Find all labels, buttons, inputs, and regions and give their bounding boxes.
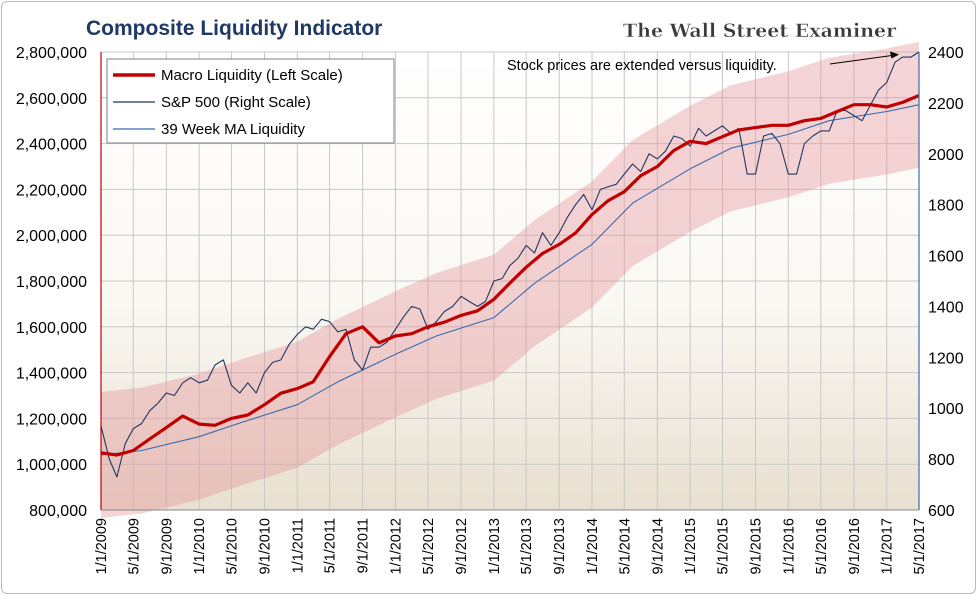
legend-label-39wk-ma: 39 Week MA Liquidity <box>161 121 305 138</box>
x-tick-label: 9/1/2011 <box>356 518 372 573</box>
x-tick-label: 1/1/2016 <box>781 518 797 574</box>
left-tick-label: 2,400,000 <box>16 137 87 154</box>
right-tick-label: 1600 <box>928 249 964 266</box>
x-tick-label: 5/1/2009 <box>126 518 142 574</box>
x-tick-label: 5/1/2012 <box>421 518 437 574</box>
brand-watermark: The Wall Street Examiner <box>623 20 897 42</box>
x-tick-label: 5/1/2016 <box>814 518 830 574</box>
x-tick-label: 9/1/2013 <box>552 518 568 574</box>
x-tick-label: 5/1/2011 <box>323 518 339 573</box>
left-tick-label: 1,200,000 <box>16 411 87 428</box>
left-tick-label: 1,800,000 <box>16 274 87 291</box>
liquidity-trend-band <box>101 41 919 518</box>
x-tick-label: 9/1/2012 <box>454 518 470 574</box>
annotation-arrow-line <box>829 54 896 65</box>
legend: Macro Liquidity (Left Scale) S&P 500 (Ri… <box>106 58 395 144</box>
macro-liquidity-line <box>100 94 920 457</box>
right-tick-label: 2000 <box>928 147 964 164</box>
right-tick-label: 600 <box>928 503 955 520</box>
x-tick-label: 5/1/2010 <box>224 518 240 574</box>
x-tick-label: 1/1/2009 <box>94 518 110 574</box>
left-axis-tick-labels: 800,000 1,000,000 1,200,000 1,400,000 1,600,… <box>16 45 87 520</box>
x-tick-label: 9/1/2009 <box>159 518 175 574</box>
x-tick-label: 1/1/2011 <box>290 518 306 573</box>
left-tick-label: 2,200,000 <box>16 182 87 199</box>
right-tick-label: 1800 <box>928 198 964 215</box>
left-tick-label: 2,000,000 <box>16 228 87 245</box>
left-tick-label: 2,600,000 <box>16 91 87 108</box>
x-tick-label: 1/1/2010 <box>192 518 208 574</box>
x-tick-label: 1/1/2015 <box>683 518 699 574</box>
x-tick-label: 9/1/2010 <box>257 518 273 574</box>
right-tick-label: 2400 <box>928 45 964 62</box>
right-axis-tick-labels: 600 800 1000 1200 1400 1600 1800 2000 2200 2400 <box>928 45 964 520</box>
right-tick-label: 800 <box>928 452 955 469</box>
annotation-text: Stock prices are extended versus liquidi… <box>507 58 777 74</box>
x-tick-label: 9/1/2016 <box>847 518 863 574</box>
x-tick-label: 1/1/2013 <box>487 518 503 574</box>
left-tick-label: 2,800,000 <box>16 45 87 62</box>
x-tick-label: 9/1/2015 <box>749 518 765 574</box>
x-tick-label: 5/1/2014 <box>617 518 633 574</box>
ma-39wk-liquidity-line <box>100 104 920 456</box>
sp500-line <box>100 51 920 478</box>
x-tick-label: 9/1/2014 <box>650 518 666 574</box>
series-layer <box>100 51 920 478</box>
x-tick-label: 5/1/2015 <box>715 518 731 574</box>
right-tick-label: 2200 <box>928 96 964 113</box>
x-tick-label: 1/1/2017 <box>880 518 896 574</box>
right-tick-label: 1000 <box>928 401 964 418</box>
left-tick-label: 800,000 <box>29 503 87 520</box>
right-tick-label: 1200 <box>928 350 964 367</box>
x-tick-label: 1/1/2014 <box>585 518 601 574</box>
left-tick-label: 1,000,000 <box>16 457 87 474</box>
legend-label-macro-liquidity: Macro Liquidity (Left Scale) <box>161 67 343 84</box>
chart-title: Composite Liquidity Indicator <box>86 17 382 40</box>
right-tick-label: 1400 <box>928 299 964 316</box>
x-tick-label: 5/1/2017 <box>912 518 928 574</box>
x-tick-label: 1/1/2012 <box>388 518 404 574</box>
x-axis-tick-labels: 1/1/2009 5/1/2009 9/1/2009 1/1/2010 5/1/2010… <box>94 518 928 574</box>
left-tick-label: 1,400,000 <box>16 366 87 383</box>
legend-label-sp500: S&P 500 (Right Scale) <box>161 94 311 111</box>
annotation-arrowhead <box>890 51 899 59</box>
x-tick-label: 5/1/2013 <box>519 518 535 574</box>
left-tick-label: 1,600,000 <box>16 320 87 337</box>
vertical-gridlines <box>100 52 920 510</box>
